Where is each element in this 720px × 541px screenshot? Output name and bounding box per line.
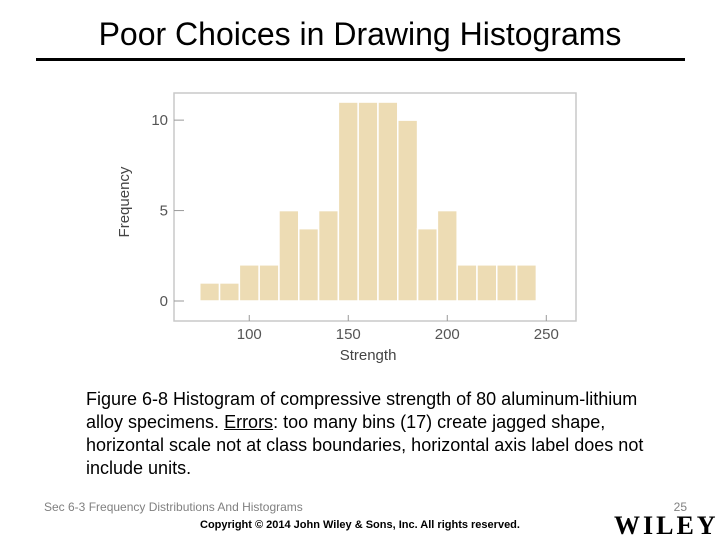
y-tick-label: 0	[160, 293, 168, 310]
histogram-chart: 0 5 10 100 150 200 250 Strength Frequency	[116, 92, 577, 364]
histogram-bar	[515, 264, 538, 302]
histogram-bar	[476, 264, 498, 302]
histogram-bar	[357, 101, 379, 302]
histogram-bar	[416, 227, 439, 302]
x-tick-label: 100	[237, 326, 262, 343]
y-tick-label: 5	[160, 203, 168, 220]
figure-caption: Figure 6-8 Histogram of compressive stre…	[86, 388, 666, 480]
footer-section: Sec 6-3 Frequency Distributions And Hist…	[44, 500, 303, 514]
caption-text-1: Figure 6-8 Histogram of compressive stre…	[86, 389, 638, 432]
copyright-notice: Copyright © 2014 John Wiley & Sons, Inc.…	[200, 519, 520, 531]
histogram-bar	[397, 119, 419, 302]
x-tick-label: 200	[435, 326, 460, 343]
histogram-bar	[258, 264, 280, 302]
title-underline	[36, 58, 685, 61]
page-number: 25	[673, 500, 687, 514]
histogram-bar	[198, 282, 221, 302]
slide-title: Poor Choices in Drawing Histograms	[98, 16, 622, 52]
histogram-bar	[278, 209, 300, 302]
wiley-logo: WILEY	[614, 511, 719, 540]
histogram-bar	[456, 264, 478, 302]
y-axis-label: Frequency	[116, 166, 133, 237]
caption-text-2: : too many bins (17) create jagged shape…	[86, 412, 644, 478]
histogram-bar	[377, 101, 399, 302]
x-tick-label: 150	[336, 326, 361, 343]
histogram-bar	[337, 101, 359, 302]
plot-frame	[173, 92, 577, 322]
histogram-bar	[238, 264, 260, 302]
histogram-bar	[317, 209, 340, 302]
x-axis-label: Strength	[340, 347, 397, 364]
caption-errors-label: Errors	[224, 412, 274, 432]
histogram-bar	[436, 209, 458, 302]
histogram-bar	[496, 264, 518, 302]
histogram-bar	[298, 227, 320, 302]
y-tick-label: 10	[151, 112, 168, 129]
histogram-bar	[218, 282, 241, 302]
x-tick-label: 250	[534, 326, 559, 343]
